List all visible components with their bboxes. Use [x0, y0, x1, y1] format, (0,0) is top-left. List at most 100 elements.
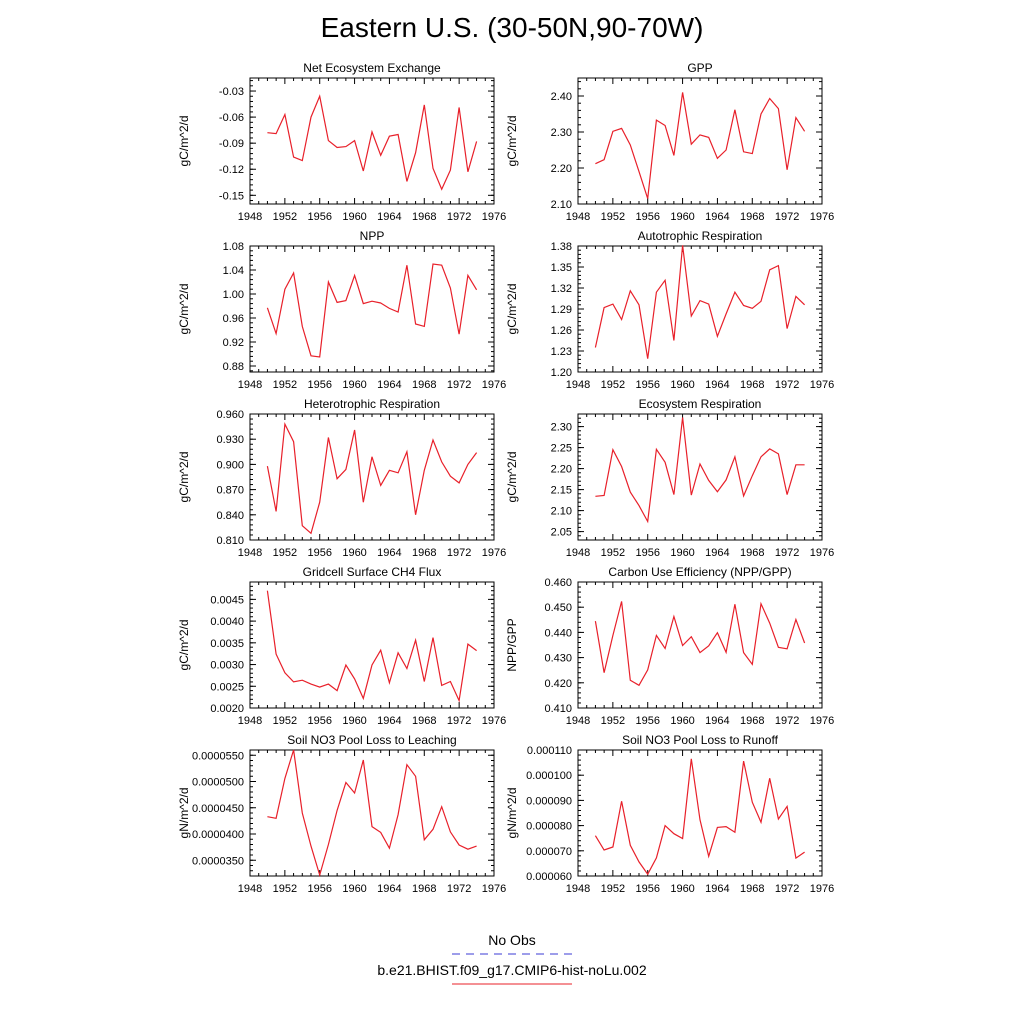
x-tick-label: 1952: [273, 379, 297, 391]
y-tick-label: 2.05: [551, 527, 572, 539]
x-tick-label: 1956: [635, 211, 659, 223]
panel-2: GPP gC/m^2/d 1948 1952 1956 1960 1964 1968 1972 1…: [505, 61, 834, 223]
y-tick-label: 2.10: [551, 199, 572, 211]
y-tick-label: 1.29: [551, 304, 572, 316]
y-tick-label: -0.03: [219, 86, 244, 98]
x-tick-label: 1956: [307, 379, 331, 391]
x-tick-label: 1948: [238, 883, 262, 895]
legend-line-no-obs: [452, 953, 572, 955]
x-tick-label: 1972: [775, 883, 799, 895]
y-tick-label: 0.410: [544, 703, 572, 715]
y-axis-label: gN/m^2/d: [177, 788, 191, 839]
series-line: [594, 601, 806, 687]
legend-item-no-obs: No Obs: [0, 932, 1024, 958]
y-tick-label: 1.32: [551, 283, 572, 295]
x-tick-label: 1972: [775, 211, 799, 223]
x-tick-label: 1948: [566, 547, 590, 559]
panel-title: Carbon Use Efficiency (NPP/GPP): [608, 565, 791, 579]
y-tick-label: 1.26: [551, 325, 572, 337]
series-line: [267, 94, 478, 191]
x-tick-label: 1956: [307, 211, 331, 223]
x-tick-label: 1972: [447, 715, 471, 727]
x-tick-label: 1964: [705, 379, 729, 391]
y-tick-label: 2.15: [551, 485, 572, 497]
y-tick-label: 0.0020: [210, 703, 244, 715]
y-tick-label: 0.0045: [210, 594, 244, 606]
y-tick-label: 0.000080: [526, 821, 572, 833]
y-tick-label: 0.870: [216, 485, 244, 497]
y-axis-label: gC/m^2/d: [177, 452, 191, 503]
x-tick-label: 1968: [412, 211, 436, 223]
x-tick-label: 1968: [412, 883, 436, 895]
y-tick-label: 0.0030: [210, 660, 244, 672]
y-tick-label: 2.30: [551, 127, 572, 139]
legend-label-no-obs: No Obs: [488, 932, 536, 948]
x-tick-label: 1976: [482, 883, 506, 895]
plot-frame: [577, 581, 823, 709]
x-tick-label: 1964: [705, 715, 729, 727]
panel-6: Ecosystem Respiration gC/m^2/d 1948 1952 195…: [505, 397, 834, 559]
y-tick-label: 0.420: [544, 678, 572, 690]
panel-5: Heterotrophic Respiration gC/m^2/d 1948 195…: [177, 397, 506, 559]
y-tick-label: 2.20: [551, 464, 572, 476]
y-axis-label: gC/m^2/d: [505, 452, 519, 503]
y-tick-label: 2.25: [551, 443, 572, 455]
y-tick-label: 0.0035: [210, 638, 244, 650]
x-tick-label: 1972: [775, 379, 799, 391]
x-tick-label: 1960: [342, 883, 366, 895]
series-line: [595, 417, 805, 524]
x-tick-label: 1952: [273, 715, 297, 727]
y-tick-label: 0.000100: [526, 770, 572, 782]
x-tick-label: 1968: [740, 211, 764, 223]
x-tick-label: 1976: [810, 715, 834, 727]
x-tick-label: 1964: [377, 211, 401, 223]
y-tick-label: 2.10: [551, 506, 572, 518]
x-tick-label: 1960: [342, 211, 366, 223]
panel-10: Soil NO3 Pool Loss to Runoff gN/m^2/d 1948…: [505, 733, 834, 895]
x-tick-label: 1960: [342, 547, 366, 559]
series-line: [266, 590, 477, 703]
plot-frame: [577, 245, 823, 373]
panel-title: NPP: [360, 229, 385, 243]
y-tick-label: 0.96: [223, 313, 244, 325]
y-tick-label: 0.92: [223, 337, 244, 349]
panel-4: Autotrophic Respiration gC/m^2/d 1948 1952 1…: [505, 229, 834, 391]
panel-title: Net Ecosystem Exchange: [303, 61, 441, 75]
x-tick-label: 1952: [601, 715, 625, 727]
y-tick-label: 0.0025: [210, 681, 244, 693]
y-axis-label: gC/m^2/d: [177, 620, 191, 671]
plot-frame: [249, 581, 495, 709]
panel-title: Soil NO3 Pool Loss to Runoff: [622, 733, 779, 747]
y-tick-label: 0.000070: [526, 846, 572, 858]
x-tick-label: 1960: [342, 379, 366, 391]
y-tick-label: -0.09: [219, 138, 244, 150]
y-tick-label: 0.460: [544, 577, 572, 589]
x-tick-label: 1952: [273, 211, 297, 223]
x-tick-label: 1976: [482, 547, 506, 559]
plot-frame: [249, 413, 495, 541]
y-tick-label: 0.900: [216, 459, 244, 471]
legend-item-model: b.e21.BHIST.f09_g17.CMIP6-hist-noLu.002: [0, 962, 1024, 988]
x-tick-label: 1952: [601, 211, 625, 223]
panel-title: Heterotrophic Respiration: [304, 397, 440, 411]
y-tick-label: 0.88: [223, 361, 244, 373]
series-line: [595, 92, 806, 199]
x-tick-label: 1956: [635, 547, 659, 559]
x-tick-label: 1956: [307, 715, 331, 727]
x-tick-label: 1964: [377, 547, 401, 559]
x-tick-label: 1960: [670, 379, 694, 391]
x-tick-label: 1972: [447, 379, 471, 391]
x-tick-label: 1976: [810, 883, 834, 895]
y-axis-label: gC/m^2/d: [177, 116, 191, 167]
x-tick-label: 1968: [740, 883, 764, 895]
y-tick-label: 0.840: [216, 510, 244, 522]
plot-frame: [577, 413, 823, 541]
legend-label-model: b.e21.BHIST.f09_g17.CMIP6-hist-noLu.002: [377, 962, 647, 978]
plot-frame: [577, 77, 823, 205]
panel-title: Autotrophic Respiration: [638, 229, 763, 243]
y-tick-label: 0.930: [216, 434, 244, 446]
x-tick-label: 1960: [670, 547, 694, 559]
y-tick-label: -0.15: [219, 190, 244, 202]
y-tick-label: -0.06: [219, 112, 244, 124]
